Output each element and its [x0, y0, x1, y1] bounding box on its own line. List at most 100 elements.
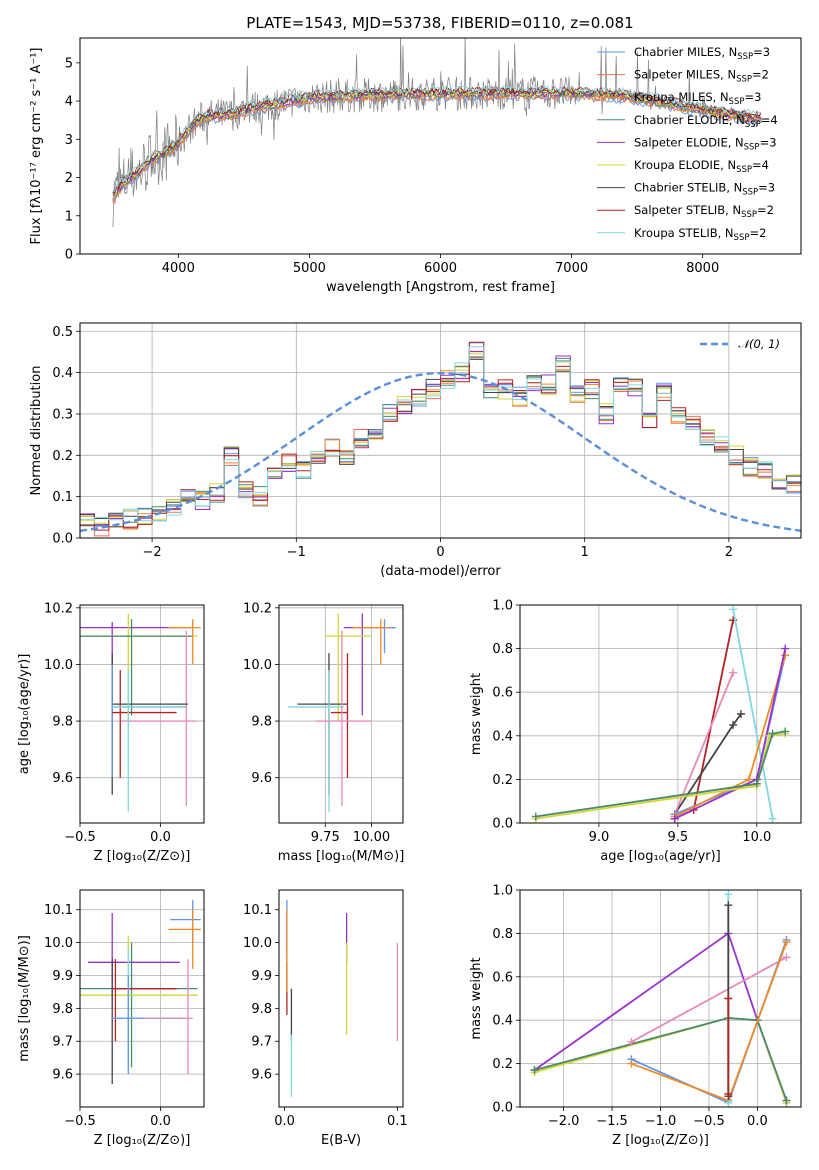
model-spectrum-line [112, 84, 761, 192]
x-tick-label: 7000 [555, 261, 588, 276]
weight-marker [724, 890, 733, 899]
x-tick-label: 4000 [162, 261, 195, 276]
weight-marker [782, 953, 791, 962]
x-tick-label: 2 [725, 545, 733, 560]
x-tick-label: 1 [581, 545, 589, 560]
legend-entry: Chabrier ELODIE, NSSP=4 [634, 113, 778, 130]
age-vs-metallicity-panel: −0.5 0.0 9.6 9.8 10.0 10.2 Z [log₁₀(Z/Z⊙)] age … [17, 601, 205, 864]
x-tick-label: 9.0 [589, 830, 610, 845]
y-tick-label: 0.4 [492, 1014, 513, 1029]
plot-frame [79, 889, 205, 1108]
spectrum-panel: 4000 5000 6000 7000 8000 0 1 2 3 4 5 wavelength [An… [29, 37, 802, 295]
weight-vs-age-panel: 9.0 9.5 10.0 0.0 0.2 0.4 0.6 0.8 1.0 age [log₁₀(a… [469, 599, 802, 864]
y-tick-label: 0.1 [52, 490, 73, 505]
legend-entry: Salpeter MILES, NSSP=2 [634, 68, 769, 85]
y-tick-label: 5 [65, 56, 73, 71]
weight-marker [781, 727, 790, 736]
weight-marker [627, 1037, 636, 1046]
y-tick-label: 3 [65, 133, 73, 148]
plot-area [286, 899, 399, 1098]
x-axis-label: Z [log₁₀(Z/Z⊙)] [94, 849, 191, 864]
residual-histogram [80, 356, 801, 537]
plot-area [288, 613, 396, 812]
weight-marker [782, 938, 791, 947]
weight-marker [530, 1066, 539, 1075]
plot-area [80, 613, 201, 812]
y-tick-label: 9.6 [251, 1068, 272, 1083]
x-tick-label: 5000 [293, 261, 326, 276]
x-tick-label: 9.75 [311, 830, 340, 845]
weight-line [535, 730, 786, 818]
y-tick-label: 0.3 [52, 407, 73, 422]
plot-area [531, 605, 790, 823]
x-tick-label: 0.0 [150, 830, 171, 845]
y-tick-label: 0.6 [492, 686, 513, 701]
x-tick-label: −0.5 [64, 1114, 96, 1129]
y-tick-label: 1 [65, 209, 73, 224]
residuals-panel: −2 −1 0 1 2 0.0 0.1 0.2 0.3 0.4 0.5 (data-model)/er… [29, 322, 802, 579]
y-tick-label: 10.1 [243, 903, 272, 918]
x-tick-label: 0.1 [387, 1114, 408, 1129]
x-tick-label: −2 [143, 545, 162, 560]
model-spectrum-line [112, 88, 761, 200]
y-tick-label: 9.6 [52, 1068, 73, 1083]
weight-marker [737, 710, 746, 718]
weight-marker [768, 814, 777, 823]
x-axis-label: wavelength [Angstrom, rest frame] [326, 280, 555, 295]
weight-line [630, 956, 787, 1043]
y-tick-label: 1.0 [492, 599, 513, 614]
y-tick-label: 10.0 [44, 936, 73, 951]
weight-marker [627, 1059, 636, 1068]
x-tick-label: 0.0 [747, 1114, 768, 1129]
mass-vs-extinction-panel: 0.0 0.1 9.6 9.7 9.8 9.9 10.0 10.1 E(B-V) [243, 889, 408, 1148]
plot-area [80, 899, 201, 1084]
weight-marker [531, 812, 540, 821]
y-axis-label: Normed distribution [29, 366, 44, 496]
plot-frame [79, 37, 802, 255]
weight-line [535, 732, 786, 820]
weight-line [673, 672, 734, 815]
age-vs-mass-panel: 9.75 10.00 9.6 9.8 10.0 10.2 mass [log₁₀(M/M⊙)… [243, 601, 404, 864]
weight-marker [782, 1096, 791, 1105]
y-axis-label: mass weight [469, 673, 484, 755]
weight-line [732, 609, 774, 819]
residual-histogram [80, 342, 801, 529]
y-tick-label: 9.6 [251, 771, 272, 786]
weight-marker [768, 729, 777, 738]
y-tick-label: 0.5 [52, 325, 73, 340]
weight-marker [724, 994, 733, 1003]
y-axis-label: mass weight [469, 957, 484, 1039]
weight-marker [724, 901, 733, 910]
x-axis-label: mass [log₁₀(M/M⊙)] [278, 849, 405, 864]
x-tick-label: 10.00 [353, 830, 390, 845]
gaussian-curve [80, 371, 801, 532]
spectrum-legend: Chabrier MILES, NSSP=3 Salpeter MILES, NS… [597, 45, 778, 243]
x-axis-label: E(B-V) [321, 1133, 361, 1148]
legend-entry: Kroupa ELODIE, NSSP=4 [634, 158, 769, 175]
plot-frame [79, 604, 205, 824]
y-tick-label: 0.0 [52, 532, 73, 547]
y-tick-label: 0.8 [492, 927, 513, 942]
x-tick-label: −2.0 [548, 1114, 580, 1129]
legend-entry: Salpeter ELODIE, NSSP=3 [634, 135, 777, 152]
x-axis-label: (data-model)/error [380, 564, 501, 579]
weight-vs-metallicity-panel: −2.0 −1.5 −1.0 −0.5 0.0 0.0 0.2 0.4 0.6 0.8 1.0 Z [… [469, 884, 802, 1148]
weight-marker [729, 720, 738, 729]
y-tick-label: 0.0 [492, 1101, 513, 1116]
spectrum-title: PLATE=1543, MJD=53738, FIBERID=0110, z=0… [246, 14, 633, 32]
y-tick-label: 9.8 [251, 715, 272, 730]
x-tick-label: −0.5 [64, 830, 96, 845]
y-tick-label: 0.4 [52, 366, 73, 381]
x-tick-label: 6000 [424, 261, 457, 276]
y-tick-label: 0.4 [492, 729, 513, 744]
legend-entry: Kroupa STELIB, NSSP=2 [634, 226, 766, 243]
x-tick-label: 10.0 [742, 830, 771, 845]
y-tick-label: 0.6 [492, 970, 513, 985]
legend-entry: Chabrier STELIB, NSSP=3 [634, 181, 775, 198]
y-tick-label: 4 [65, 95, 73, 110]
plot-area [80, 341, 801, 537]
x-tick-label: −0.5 [693, 1114, 725, 1129]
x-axis-label: Z [log₁₀(Z/Z⊙)] [612, 1133, 709, 1148]
weight-marker [724, 1089, 733, 1098]
model-spectrum-line [112, 85, 762, 195]
